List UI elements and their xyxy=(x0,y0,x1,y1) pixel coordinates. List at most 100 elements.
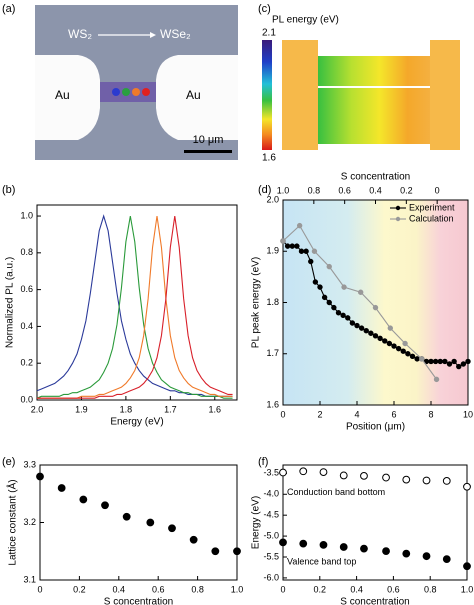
legend-label: Experiment xyxy=(409,202,455,212)
y-tick-label: -5.0 xyxy=(263,530,279,540)
point xyxy=(303,248,309,254)
point xyxy=(451,358,457,365)
plot-frame xyxy=(39,464,238,581)
point xyxy=(331,304,337,311)
point xyxy=(341,284,347,290)
colorbar-min: 1.6 xyxy=(262,153,276,164)
dot xyxy=(122,88,130,96)
label: Au xyxy=(55,88,70,102)
point xyxy=(354,322,360,329)
point xyxy=(279,468,287,477)
point xyxy=(363,327,369,334)
x-tick-label: 0.6 xyxy=(387,584,400,594)
point xyxy=(402,549,411,558)
point xyxy=(360,471,368,480)
point xyxy=(298,248,305,254)
y-axis-label: PL peak energy (eV) xyxy=(251,257,262,348)
point xyxy=(386,340,393,347)
point xyxy=(317,284,323,290)
colorbar xyxy=(262,40,272,150)
point xyxy=(409,353,416,360)
point xyxy=(299,539,308,548)
point xyxy=(36,472,44,481)
y-tick-label: 0.0 xyxy=(20,394,33,404)
point xyxy=(402,475,411,484)
colorbar-label: PL energy (eV) xyxy=(272,15,339,26)
line xyxy=(37,215,233,399)
point xyxy=(358,289,364,295)
x-tick-label: 1.7 xyxy=(164,404,177,414)
y-tick-label: 1.6 xyxy=(266,399,279,409)
point xyxy=(326,299,332,306)
y-tick-label: 3.3 xyxy=(23,459,36,469)
x-tick-label: 1.0 xyxy=(231,584,244,594)
x2-tick-label: 0.6 xyxy=(338,185,351,195)
point xyxy=(460,361,467,367)
point xyxy=(422,476,431,485)
plot-frame xyxy=(282,464,468,581)
line xyxy=(36,215,233,399)
panel-label: (b) xyxy=(2,184,15,196)
y-tick-label: -4.5 xyxy=(263,510,279,520)
point xyxy=(308,258,314,265)
y-axis-label: Energy (eV) xyxy=(251,496,262,549)
point xyxy=(312,279,319,285)
line xyxy=(36,214,233,397)
point xyxy=(442,555,451,563)
point xyxy=(446,361,453,367)
point xyxy=(345,315,351,321)
x-tick-label: 6 xyxy=(391,409,396,419)
x2-tick-label: 1.0 xyxy=(277,185,290,195)
x-tick-label: 0 xyxy=(280,584,285,594)
x2-axis-label: S concentration xyxy=(341,172,411,183)
point xyxy=(319,468,328,477)
panel-c: (c) PL energy (eV) 2.1 1.6 xyxy=(258,3,460,164)
pl-map xyxy=(318,56,430,144)
dot xyxy=(132,88,140,96)
point xyxy=(422,552,431,561)
arrow-head xyxy=(150,32,156,38)
point xyxy=(101,501,109,510)
x-tick-label: 0.8 xyxy=(191,584,204,594)
point xyxy=(402,340,408,347)
point xyxy=(311,248,318,254)
point xyxy=(419,356,425,362)
point xyxy=(400,348,406,354)
point xyxy=(299,467,308,476)
point xyxy=(280,238,286,244)
x-tick-label: 1.6 xyxy=(209,404,222,414)
point xyxy=(79,495,88,504)
point xyxy=(368,330,374,336)
point xyxy=(339,543,348,551)
panel-label: (f) xyxy=(258,456,268,468)
x-tick-label: 0.2 xyxy=(314,584,327,594)
electrode xyxy=(35,55,100,140)
panel-label: (d) xyxy=(258,184,271,196)
point xyxy=(358,325,365,331)
point xyxy=(465,358,471,365)
point xyxy=(168,524,176,533)
point xyxy=(294,243,300,249)
scale-bar xyxy=(184,150,232,153)
point xyxy=(463,482,471,491)
point xyxy=(382,473,390,482)
point xyxy=(391,343,397,349)
y-tick-label: 1.9 xyxy=(266,246,279,256)
legend-label: Calculation xyxy=(409,213,454,223)
x-tick-label: 2 xyxy=(317,409,322,419)
point xyxy=(414,356,420,362)
x-axis-label: Position (μm) xyxy=(346,422,405,433)
panel-label: (c) xyxy=(258,3,271,15)
y-tick-label: 0.8 xyxy=(20,247,33,257)
point xyxy=(372,333,379,339)
y-tick-label: 1.7 xyxy=(266,348,279,358)
y-tick-label: 0.6 xyxy=(20,284,33,294)
x2-tick-label: 0.2 xyxy=(400,185,413,195)
point xyxy=(428,358,434,365)
x-tick-label: 8 xyxy=(428,409,433,419)
dot xyxy=(142,88,150,96)
y-tick-label: 0.2 xyxy=(20,358,33,368)
x-axis-label: S concentration xyxy=(340,597,410,605)
y-axis-label: Lattice constant (Å) xyxy=(6,479,19,565)
